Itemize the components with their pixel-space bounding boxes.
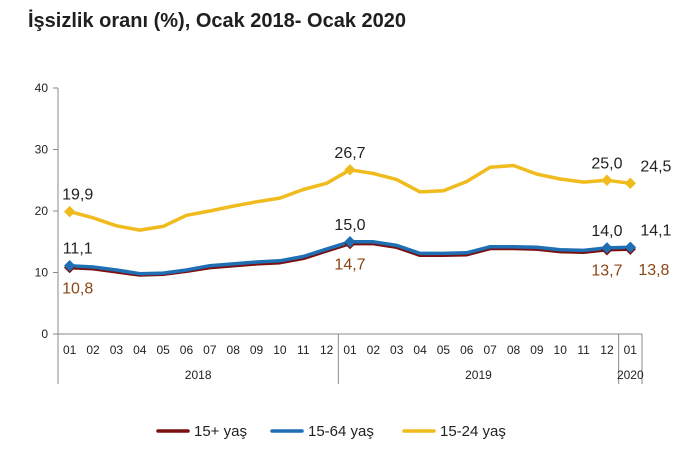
data-label: 11,1 — [63, 241, 93, 258]
data-label: 14,1 — [640, 222, 671, 239]
x-tick-label: 12 — [320, 343, 334, 357]
x-tick-label: 03 — [390, 343, 404, 357]
data-label: 14,0 — [591, 223, 622, 240]
x-tick-label: 09 — [250, 343, 264, 357]
y-tick-label: 20 — [35, 204, 49, 218]
x-tick-label: 06 — [460, 343, 474, 357]
x-tick-label: 01 — [63, 343, 77, 357]
data-label: 10,8 — [62, 281, 93, 298]
x-tick-label: 01 — [624, 343, 638, 357]
x-tick-label: 10 — [273, 343, 287, 357]
data-point-marker — [344, 164, 356, 176]
x-tick-label: 10 — [554, 343, 568, 357]
data-label: 19,9 — [62, 187, 93, 204]
data-point-marker — [63, 260, 76, 272]
x-tick-label: 07 — [203, 343, 217, 357]
data-point-marker — [601, 174, 613, 186]
x-tick-label: 02 — [367, 343, 381, 357]
data-point-marker — [601, 242, 613, 254]
x-tick-label: 09 — [530, 343, 544, 357]
data-point-marker — [624, 241, 637, 253]
x-tick-label: 01 — [343, 343, 357, 357]
x-tick-label: 12 — [600, 343, 614, 357]
legend-label: 15-64 yaş — [308, 423, 374, 440]
y-tick-label: 40 — [35, 81, 49, 95]
x-tick-label: 04 — [413, 343, 427, 357]
y-tick-label: 10 — [35, 266, 49, 280]
y-tick-label: 30 — [35, 143, 49, 157]
y-tick-label: 0 — [41, 327, 48, 341]
x-tick-label: 11 — [577, 343, 590, 357]
data-point-marker — [344, 236, 356, 248]
x-tick-label: 02 — [86, 343, 100, 357]
year-label: 2020 — [617, 368, 644, 382]
chart-title: İşsizlik oranı (%), Ocak 2018- Ocak 2020 — [28, 10, 406, 32]
data-label: 26,7 — [334, 145, 365, 162]
data-label: 24,5 — [640, 158, 671, 175]
data-label: 15,0 — [334, 217, 365, 234]
x-tick-label: 03 — [110, 343, 124, 357]
x-tick-label: 08 — [227, 343, 241, 357]
x-tick-label: 06 — [180, 343, 194, 357]
x-tick-label: 05 — [156, 343, 170, 357]
legend-label: 15-24 yaş — [440, 423, 506, 440]
data-point-marker — [63, 205, 76, 218]
year-label: 2018 — [185, 368, 212, 382]
year-label: 2019 — [465, 368, 492, 382]
x-tick-label: 11 — [297, 343, 310, 357]
data-label: 25,0 — [591, 155, 622, 172]
x-tick-label: 07 — [483, 343, 497, 357]
x-tick-label: 05 — [437, 343, 451, 357]
data-point-marker — [624, 177, 637, 190]
x-tick-label: 08 — [507, 343, 521, 357]
data-label: 14,7 — [334, 257, 365, 274]
x-tick-label: 04 — [133, 343, 147, 357]
data-label: 13,8 — [638, 262, 669, 279]
legend-label: 15+ yaş — [194, 423, 247, 440]
data-label: 13,7 — [591, 263, 622, 280]
